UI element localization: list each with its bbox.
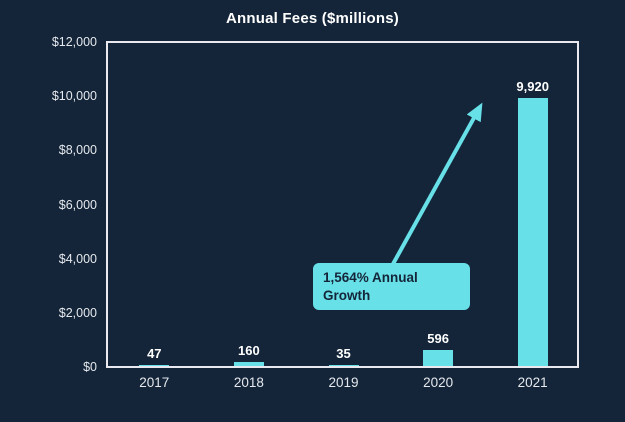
bar-2018 (233, 362, 264, 366)
y-tick-label: $2,000 (58, 305, 97, 320)
bar-value-label: 160 (238, 343, 260, 358)
x-tick-label: 2017 (139, 375, 170, 390)
annotation-line1: 1,564% Annual (323, 270, 418, 285)
y-tick-label: $4,000 (58, 251, 97, 266)
annotation-line2: Growth (323, 287, 371, 303)
annotation-box: 1,564% Annual Growth (313, 263, 470, 310)
bar-value-label: 47 (147, 346, 162, 361)
x-tick-label: 2019 (328, 375, 359, 390)
plot-area (106, 41, 579, 368)
bar-2021 (517, 98, 548, 366)
y-tick-label: $0 (83, 360, 97, 374)
y-tick-label: $10,000 (51, 89, 97, 104)
y-tick-label: $12,000 (51, 35, 97, 49)
x-tick-label: 2020 (423, 375, 454, 390)
x-tick-label: 2018 (233, 375, 264, 390)
bar-value-label: 35 (336, 346, 351, 361)
bar-2017 (139, 365, 170, 366)
bar-2019 (328, 365, 359, 366)
y-tick-label: $8,000 (58, 143, 97, 158)
bar-2020 (423, 350, 454, 366)
bar-value-label: 9,920 (516, 79, 549, 94)
bar-value-label: 596 (427, 331, 449, 346)
x-tick-label: 2021 (517, 375, 548, 390)
y-tick-label: $6,000 (58, 197, 97, 212)
chart-title: Annual Fees ($millions) (226, 10, 399, 27)
